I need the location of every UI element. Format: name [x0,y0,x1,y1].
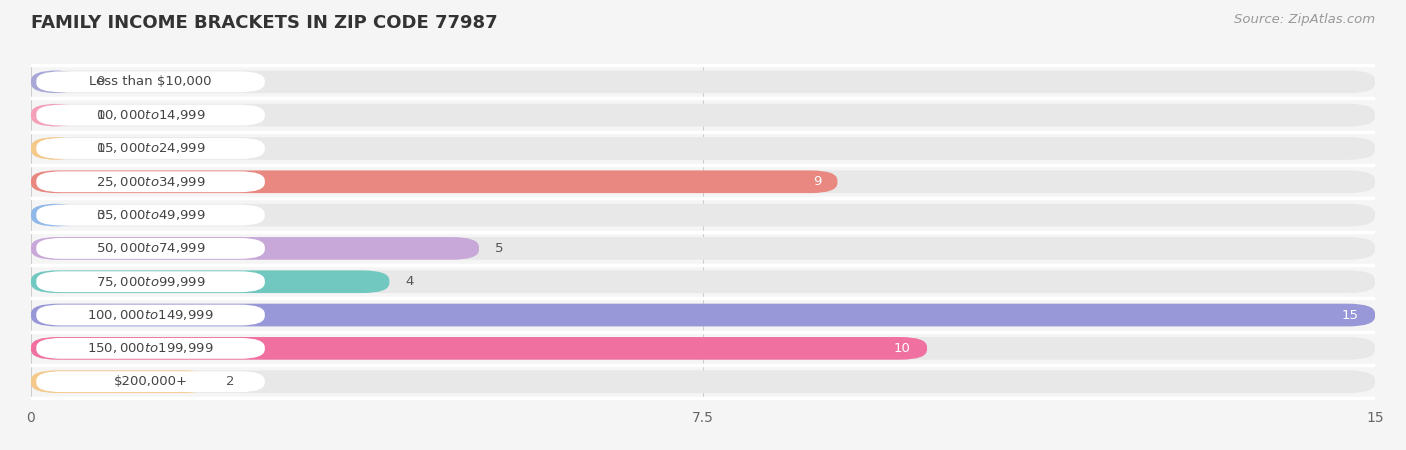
FancyBboxPatch shape [37,171,264,192]
Text: Source: ZipAtlas.com: Source: ZipAtlas.com [1234,14,1375,27]
FancyBboxPatch shape [31,137,1375,160]
FancyBboxPatch shape [37,371,264,392]
Text: $100,000 to $149,999: $100,000 to $149,999 [87,308,214,322]
FancyBboxPatch shape [31,337,1375,360]
Text: 0: 0 [97,75,104,88]
FancyBboxPatch shape [37,138,264,159]
FancyBboxPatch shape [31,304,1375,326]
FancyBboxPatch shape [31,104,80,126]
FancyBboxPatch shape [37,271,264,292]
Text: 4: 4 [405,275,413,288]
Text: 0: 0 [97,209,104,221]
Text: $10,000 to $14,999: $10,000 to $14,999 [96,108,205,122]
Text: $200,000+: $200,000+ [114,375,187,388]
Text: $35,000 to $49,999: $35,000 to $49,999 [96,208,205,222]
Text: Less than $10,000: Less than $10,000 [90,75,212,88]
FancyBboxPatch shape [31,370,1375,393]
FancyBboxPatch shape [37,72,264,92]
Text: $15,000 to $24,999: $15,000 to $24,999 [96,141,205,155]
Text: $50,000 to $74,999: $50,000 to $74,999 [96,241,205,256]
FancyBboxPatch shape [31,204,1375,226]
Text: $25,000 to $34,999: $25,000 to $34,999 [96,175,205,189]
FancyBboxPatch shape [31,171,1375,193]
FancyBboxPatch shape [31,237,479,260]
Text: $75,000 to $99,999: $75,000 to $99,999 [96,275,205,289]
FancyBboxPatch shape [31,171,838,193]
FancyBboxPatch shape [37,238,264,259]
FancyBboxPatch shape [31,370,209,393]
Text: 0: 0 [97,108,104,122]
Text: 5: 5 [495,242,503,255]
FancyBboxPatch shape [31,304,1375,326]
Text: FAMILY INCOME BRACKETS IN ZIP CODE 77987: FAMILY INCOME BRACKETS IN ZIP CODE 77987 [31,14,498,32]
FancyBboxPatch shape [37,205,264,225]
Text: 2: 2 [226,375,235,388]
Text: 0: 0 [97,142,104,155]
FancyBboxPatch shape [31,270,389,293]
Text: 15: 15 [1341,309,1360,322]
FancyBboxPatch shape [37,305,264,325]
FancyBboxPatch shape [31,337,927,360]
FancyBboxPatch shape [31,137,80,160]
Text: 9: 9 [813,175,821,188]
Text: $150,000 to $199,999: $150,000 to $199,999 [87,342,214,356]
FancyBboxPatch shape [31,204,80,226]
FancyBboxPatch shape [31,237,1375,260]
FancyBboxPatch shape [31,71,1375,93]
FancyBboxPatch shape [31,270,1375,293]
Text: 10: 10 [894,342,911,355]
FancyBboxPatch shape [37,338,264,359]
FancyBboxPatch shape [31,104,1375,126]
FancyBboxPatch shape [37,105,264,126]
FancyBboxPatch shape [31,71,80,93]
